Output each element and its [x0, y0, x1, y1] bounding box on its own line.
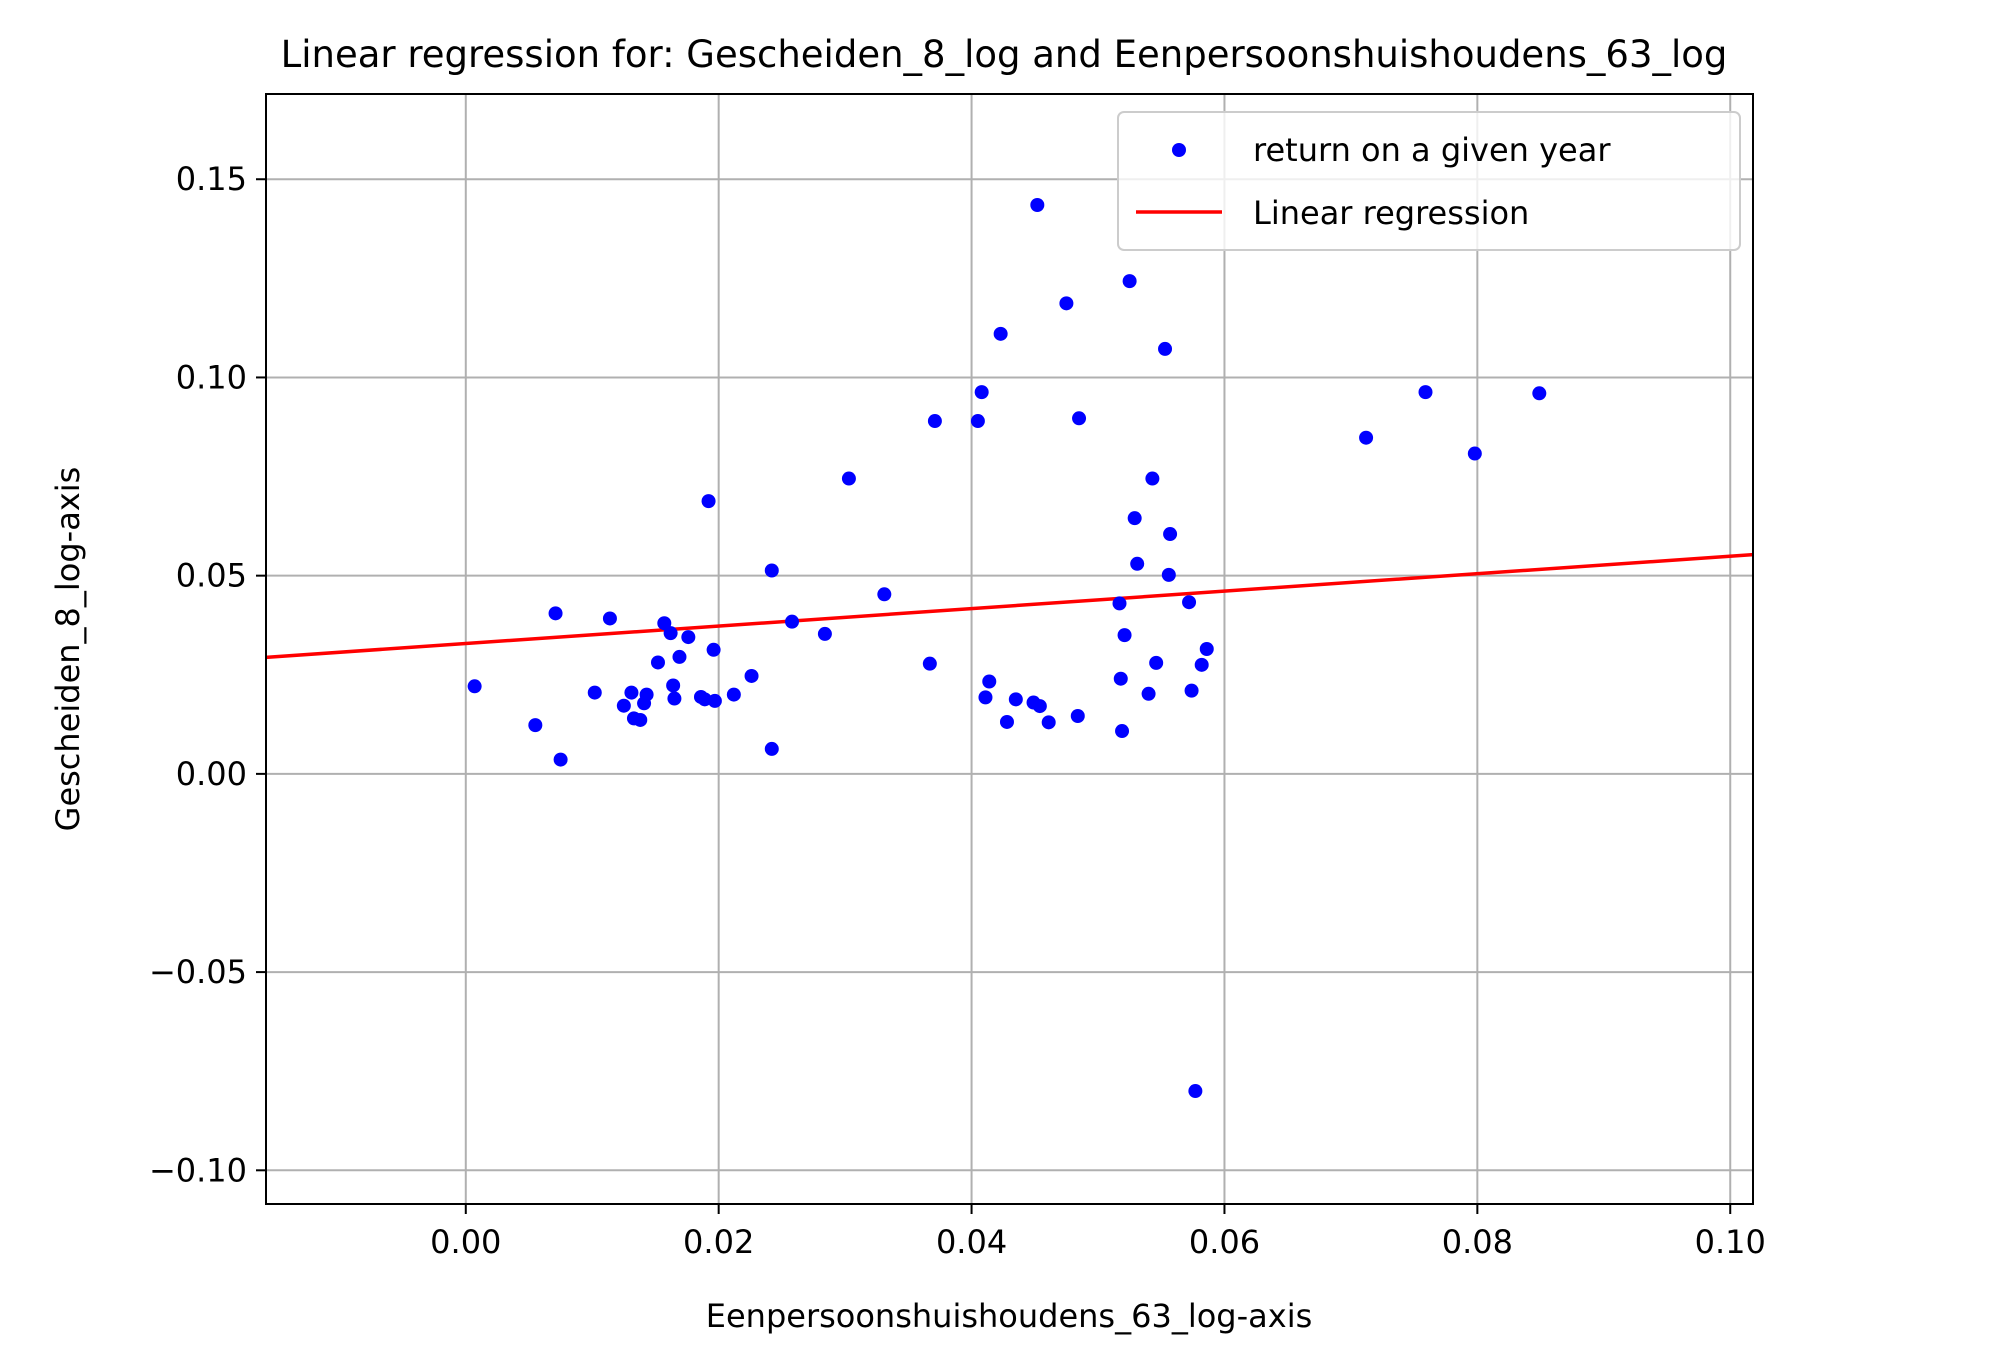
data-point: [1127, 511, 1142, 526]
data-point: [616, 698, 631, 713]
y-tick-label: 0.00: [176, 755, 247, 793]
data-point: [841, 471, 856, 486]
data-point: [666, 678, 681, 693]
y-tick-label: 0.15: [176, 160, 247, 198]
data-point: [982, 674, 997, 689]
x-tick-label: 0.10: [1695, 1223, 1766, 1261]
data-point: [1130, 556, 1145, 571]
data-point: [1194, 657, 1209, 672]
grid: [266, 94, 1753, 1204]
data-point: [1115, 724, 1130, 739]
data-point: [1161, 567, 1176, 582]
data-point: [817, 626, 832, 641]
data-point: [1113, 671, 1128, 686]
data-point: [1182, 595, 1197, 610]
legend-label-scatter: return on a given year: [1253, 131, 1611, 169]
x-tick-label: 0.00: [430, 1223, 501, 1261]
data-point: [726, 687, 741, 702]
data-point: [974, 385, 989, 400]
legend-box: [1117, 111, 1741, 251]
data-point: [999, 714, 1014, 729]
data-point: [764, 741, 779, 756]
legend-scatter-marker: [1172, 143, 1186, 157]
data-point: [1041, 715, 1056, 730]
legend-label-regression: Linear regression: [1253, 194, 1529, 232]
data-point: [672, 649, 687, 664]
data-point: [1467, 446, 1482, 461]
scatter-points: [467, 198, 1547, 1099]
data-point: [922, 656, 937, 671]
data-point: [587, 685, 602, 700]
data-point: [1117, 628, 1132, 643]
data-point: [1072, 411, 1087, 426]
y-tick-label: −0.10: [149, 1151, 247, 1189]
data-point: [633, 712, 648, 727]
data-point: [1122, 274, 1137, 289]
data-point: [1199, 642, 1214, 656]
data-point: [707, 693, 722, 708]
plot-background: [266, 94, 1753, 1204]
data-point: [1184, 683, 1199, 698]
data-point: [681, 630, 696, 645]
legend: return on a given year Linear regression: [1117, 111, 1741, 251]
y-tick-label: −0.05: [149, 953, 247, 991]
data-point: [1532, 386, 1547, 401]
regression-line-layer: [265, 552, 1754, 660]
data-point: [993, 326, 1008, 341]
data-point: [764, 563, 779, 578]
data-point: [1008, 692, 1023, 707]
data-point: [1163, 527, 1178, 542]
axis-ticks: 0.00 0.02 0.04 0.06 0.08 0.10 −0.10 −0.05 0.00 0.…: [149, 160, 1766, 1261]
data-point: [706, 642, 721, 657]
x-tick-label: 0.04: [936, 1223, 1007, 1261]
data-point: [1359, 430, 1374, 445]
data-point: [701, 494, 716, 509]
data-point: [877, 587, 892, 602]
data-point: [663, 626, 678, 641]
data-point: [624, 685, 639, 700]
data-point: [1059, 296, 1074, 311]
data-point: [970, 414, 985, 429]
plot-frame: [265, 93, 1754, 1205]
y-tick-label: 0.10: [176, 358, 247, 396]
y-tick-label: 0.05: [176, 557, 247, 595]
data-point: [602, 611, 617, 626]
data-point: [1145, 471, 1160, 486]
chart-title: Linear regression for: Gescheiden_8_log …: [281, 33, 1728, 76]
data-point: [927, 414, 942, 429]
data-point: [785, 614, 800, 629]
data-point: [1030, 198, 1045, 212]
data-point: [744, 668, 759, 683]
data-point: [667, 691, 682, 706]
x-tick-label: 0.02: [683, 1223, 754, 1261]
data-point: [548, 606, 563, 621]
x-tick-label: 0.06: [1189, 1223, 1260, 1261]
data-point: [1188, 1084, 1203, 1099]
data-point: [639, 687, 654, 702]
data-point: [1149, 655, 1164, 670]
data-point: [467, 679, 482, 694]
data-point: [528, 718, 543, 733]
data-point: [1418, 385, 1433, 400]
data-point: [650, 655, 665, 670]
x-tick-label: 0.08: [1442, 1223, 1513, 1261]
data-point: [1070, 708, 1085, 723]
regression-line: [265, 552, 1754, 660]
x-axis-label: Eenpersoonshuishoudens_63_log-axis: [706, 1297, 1313, 1335]
data-point: [1158, 341, 1173, 356]
y-axis-label: Gescheiden_8_log-axis: [49, 467, 87, 832]
data-point: [657, 616, 672, 631]
data-point: [1032, 699, 1047, 714]
data-point: [978, 690, 993, 705]
data-point: [1112, 596, 1127, 611]
data-point: [1141, 686, 1156, 701]
data-point: [553, 752, 568, 767]
